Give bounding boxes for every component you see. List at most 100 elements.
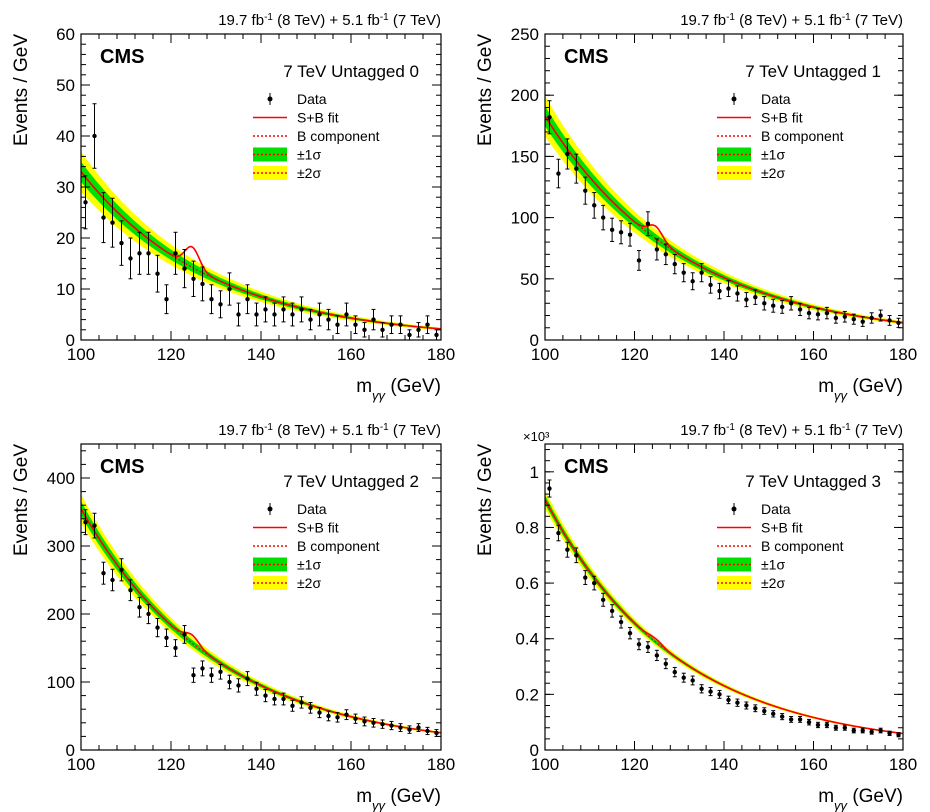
data-point — [317, 312, 322, 317]
data-point — [200, 666, 205, 671]
experiment-label: CMS — [564, 456, 608, 478]
data-point — [371, 720, 376, 725]
y-tick-label: 300 — [47, 537, 75, 556]
data-point — [209, 673, 214, 678]
data-point — [600, 597, 606, 602]
data-point — [735, 700, 740, 705]
legend-label: ±2σ — [761, 165, 785, 181]
data-point — [137, 251, 142, 256]
legend-label: ±2σ — [297, 165, 321, 181]
legend-label: ±2σ — [297, 575, 321, 591]
data-point — [182, 632, 187, 637]
data-point — [672, 261, 677, 267]
data-point — [896, 320, 901, 326]
data-point — [699, 686, 704, 691]
data-point — [797, 717, 803, 722]
data-point — [128, 588, 133, 593]
x-tick-label: 140 — [710, 345, 738, 364]
data-point — [735, 291, 740, 296]
b-component-line — [81, 508, 441, 734]
data-point — [887, 318, 892, 323]
legend: Data S+B fit B component ±1σ ±2σ — [717, 501, 844, 591]
legend-label: ±1σ — [761, 147, 785, 163]
data-point — [842, 725, 848, 730]
data-point — [335, 715, 340, 720]
data-point — [583, 575, 588, 580]
x-tick-label: 100 — [531, 345, 559, 364]
x-tick-label: 140 — [247, 345, 275, 364]
data-point — [218, 669, 223, 674]
data-point — [717, 692, 722, 697]
data-point — [137, 605, 142, 610]
x-axis-label: mγγ (GeV) — [356, 376, 441, 403]
data-point — [308, 317, 313, 322]
legend-label: B component — [297, 538, 380, 554]
data-point — [83, 520, 88, 525]
data-point — [299, 307, 304, 312]
data-point — [663, 661, 669, 666]
data-point — [574, 553, 579, 558]
y-tick-label: 50 — [56, 76, 75, 95]
legend-label: ±1σ — [761, 557, 785, 573]
category-title: 7 TeV Untagged 1 — [745, 62, 881, 81]
data-point — [690, 279, 695, 284]
plot-area — [545, 95, 903, 328]
data-point — [788, 717, 794, 722]
x-tick-label: 120 — [620, 345, 648, 364]
data-point — [425, 728, 430, 734]
x-tick-label: 120 — [157, 345, 185, 364]
y-tick-label: 20 — [56, 229, 75, 248]
y-tick-label: 400 — [47, 469, 75, 488]
data-point — [753, 294, 758, 300]
data-point — [362, 719, 367, 724]
data-point — [681, 270, 686, 275]
data-point — [645, 221, 651, 226]
data-point — [771, 711, 776, 717]
data-point — [128, 256, 133, 261]
data-point — [353, 322, 358, 327]
data-point — [227, 679, 232, 685]
data-point — [762, 708, 767, 714]
y-tick-label: 250 — [511, 25, 539, 44]
y-tick-label: 0 — [530, 331, 539, 350]
legend: Data S+B fit B component ±1σ ±2σ — [717, 91, 844, 181]
data-point — [690, 678, 695, 683]
legend-label: B component — [297, 128, 380, 144]
data-point — [218, 302, 223, 307]
sb-fit-line — [81, 171, 441, 330]
data-point — [326, 317, 331, 322]
x-axis-label: mγγ (GeV) — [356, 786, 441, 812]
x-tick-label: 140 — [247, 755, 275, 774]
x-tick-label: 180 — [889, 755, 917, 774]
band-1sigma — [81, 161, 441, 330]
y-axis-label: Events / GeV — [475, 444, 496, 556]
data-point — [425, 322, 430, 327]
data-point — [380, 721, 385, 727]
data-point — [290, 312, 295, 317]
data-point — [547, 486, 552, 491]
x-tick-label: 100 — [67, 755, 95, 774]
plot-area — [545, 479, 903, 738]
data-point — [860, 319, 865, 324]
data-point — [389, 723, 394, 728]
data-point — [609, 608, 615, 614]
data-point — [119, 240, 124, 246]
data-point — [681, 675, 686, 680]
data-point — [101, 215, 106, 220]
y-tick-label: 0 — [66, 741, 75, 760]
data-point — [547, 115, 552, 120]
band-2sigma — [81, 494, 441, 734]
x-tick-label: 160 — [799, 345, 827, 364]
experiment-label: CMS — [564, 46, 608, 68]
data-point — [245, 297, 250, 302]
data-point — [155, 271, 160, 276]
chart-panel-1: 100 120 140 160 180 0 50 100 150 200 250 19.7 fb-1 … — [475, 12, 917, 403]
y-tick-label: 0.2 — [515, 685, 539, 704]
data-point — [344, 712, 349, 717]
b-component-line — [81, 171, 441, 330]
data-point — [407, 727, 412, 732]
plot-area — [81, 494, 441, 737]
data-point — [407, 332, 412, 338]
y-tick-label: 50 — [520, 270, 539, 289]
